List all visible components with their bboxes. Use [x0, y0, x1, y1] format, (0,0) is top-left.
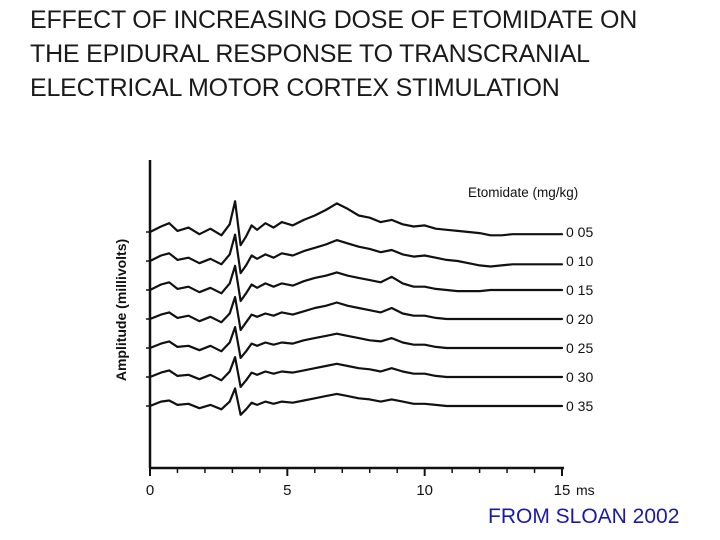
- chart-traces: [148, 200, 564, 416]
- dose-label: 0 35: [566, 398, 593, 414]
- trace-0-25: [148, 326, 564, 359]
- legend-title: Etomidate (mg/kg): [468, 185, 578, 200]
- x-tick-label: 15: [554, 482, 571, 499]
- title-line-3: ELECTRICAL MOTOR CORTEX STIMULATION: [30, 74, 560, 102]
- x-tick-label: 10: [416, 482, 433, 499]
- x-axis-label: ms: [576, 482, 595, 498]
- y-axis-label: Amplitude (millivolts): [113, 239, 129, 381]
- dose-label: 0 30: [566, 369, 593, 385]
- source-credit: FROM SLOAN 2002: [488, 505, 680, 528]
- dose-label: 0 25: [566, 340, 593, 356]
- trace-0-05: [148, 200, 564, 247]
- dose-label: 0 20: [566, 311, 593, 327]
- dose-label: 0 15: [566, 282, 593, 298]
- trace-0-35: [148, 387, 564, 416]
- chart-axes: [146, 160, 564, 476]
- dose-label: 0 05: [566, 224, 593, 240]
- trace-0-10: [148, 233, 564, 275]
- title-line-2: THE EPIDURAL RESPONSE TO TRANSCRANIAL: [30, 40, 590, 68]
- trace-0-30: [148, 356, 564, 388]
- x-tick-label: 0: [146, 482, 154, 499]
- trace-0-15: [148, 264, 564, 303]
- chart-labels: 0 5 10 15 ms Amplitude (millivolts) Etomidate …: [113, 185, 595, 499]
- trace-0-20: [148, 295, 564, 332]
- dose-label: 0 10: [566, 253, 593, 269]
- title-line-1: EFFECT OF INCREASING DOSE OF ETOMIDATE O…: [30, 6, 638, 34]
- x-tick-label: 5: [283, 482, 291, 499]
